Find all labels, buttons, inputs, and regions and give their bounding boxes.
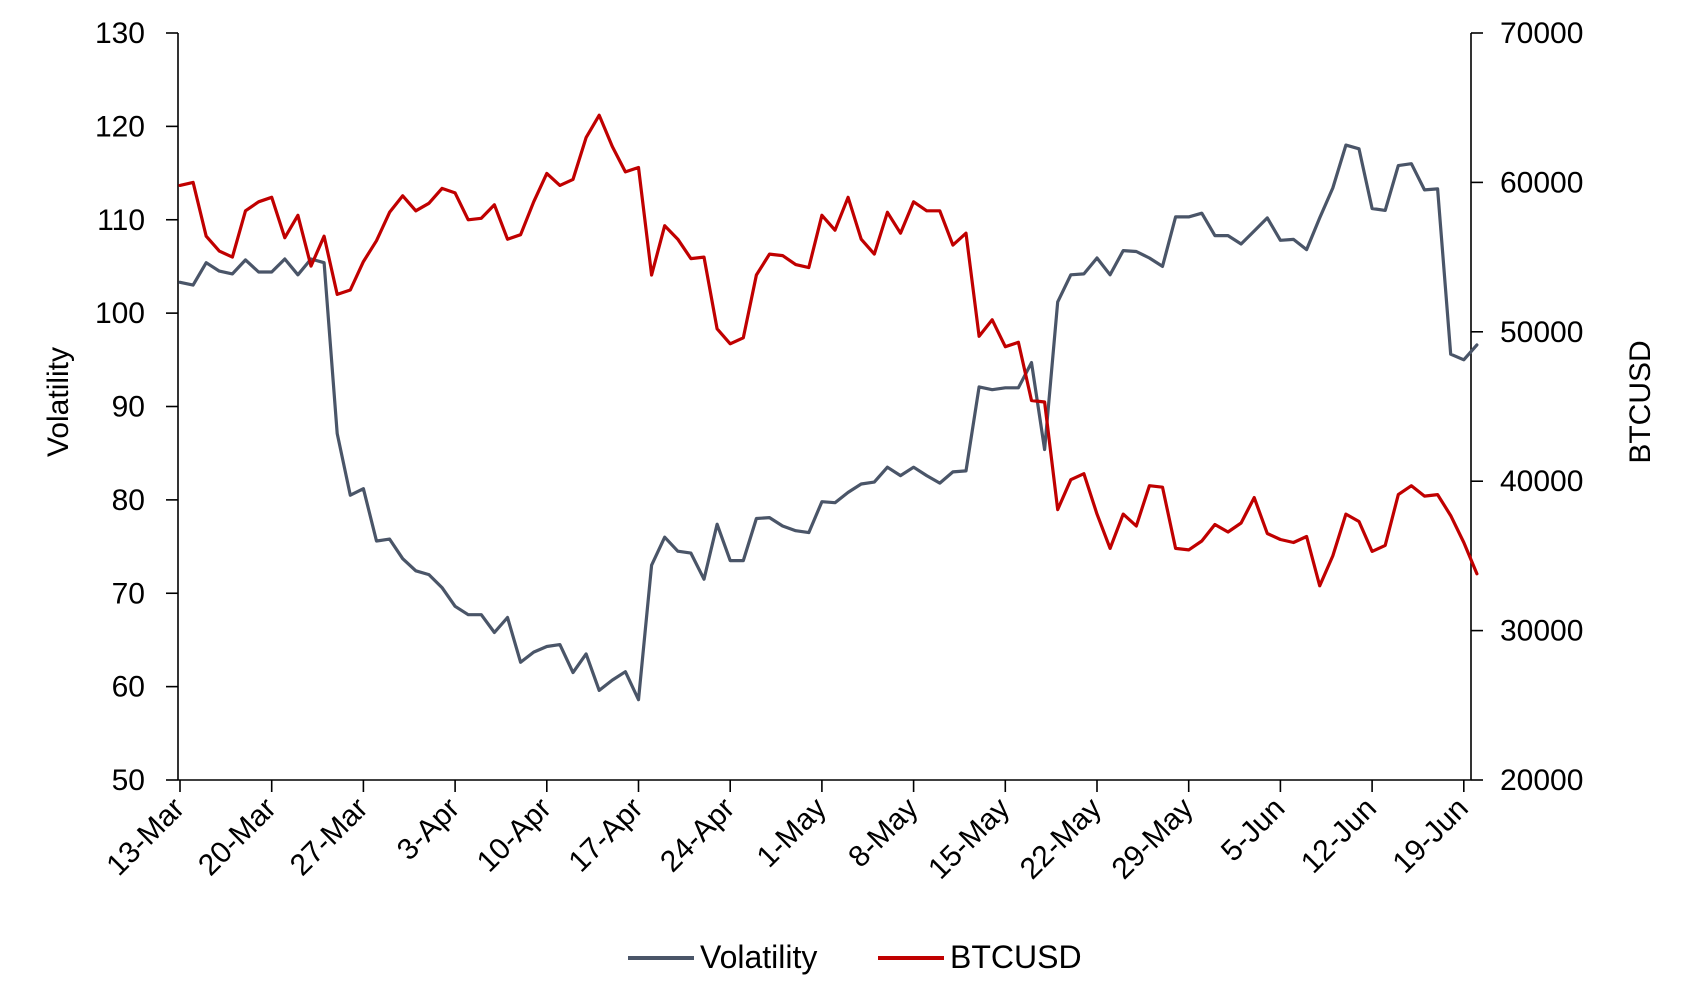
y-right-tick-label: 40000 bbox=[1500, 465, 1583, 498]
y-left-tick-label: 60 bbox=[112, 671, 145, 704]
x-tick-label: 24-Apr bbox=[654, 792, 741, 879]
y-right-tick-label: 30000 bbox=[1500, 615, 1583, 648]
y-right-tick-label: 50000 bbox=[1500, 316, 1583, 349]
y-left-tick-label: 130 bbox=[95, 17, 145, 50]
x-tick-label: 15-May bbox=[922, 792, 1016, 886]
y-right-tick-label: 20000 bbox=[1500, 764, 1583, 797]
x-tick-label: 8-May bbox=[842, 792, 924, 874]
x-tick-label: 5-Jun bbox=[1215, 792, 1291, 868]
y-axis-left-title: Volatility bbox=[42, 347, 75, 457]
x-tick-label: 19-Jun bbox=[1387, 792, 1475, 880]
y-left-tick-label: 120 bbox=[95, 110, 145, 143]
series-line-volatility bbox=[178, 143, 1479, 702]
x-tick-label: 10-Apr bbox=[471, 792, 558, 879]
x-tick-label: 3-Apr bbox=[391, 792, 466, 867]
x-tick-label: 17-Apr bbox=[562, 792, 649, 879]
x-tick-label: 12-Jun bbox=[1295, 792, 1383, 880]
legend-label-volatility: Volatility bbox=[700, 939, 817, 975]
y-left-tick-label: 90 bbox=[112, 391, 145, 424]
y-left-tick-label: 70 bbox=[112, 577, 145, 610]
right-axis-ticks: 20000 30000 40000 50000 60000 70000 bbox=[1471, 17, 1583, 797]
x-axis-ticks: 13-Mar 20-Mar 27-Mar 3-Apr 10-Apr 17-Apr 24-Ap… bbox=[100, 780, 1475, 886]
x-tick-label: 29-May bbox=[1106, 792, 1200, 886]
left-axis-ticks: 50 60 70 80 90 100 110 120 130 bbox=[95, 17, 178, 797]
series-line-btcusd bbox=[178, 113, 1479, 588]
y-left-tick-label: 100 bbox=[95, 297, 145, 330]
x-tick-label: 27-Mar bbox=[284, 792, 375, 883]
x-tick-label: 13-Mar bbox=[100, 792, 191, 883]
y-right-tick-label: 70000 bbox=[1500, 17, 1583, 50]
y-axis-right-title: BTCUSD bbox=[1624, 340, 1657, 463]
y-left-tick-label: 80 bbox=[112, 484, 145, 517]
y-left-tick-label: 110 bbox=[97, 204, 145, 237]
x-tick-label: 1-May bbox=[751, 792, 833, 874]
axes bbox=[177, 33, 1472, 781]
x-tick-label: 22-May bbox=[1014, 792, 1108, 886]
x-tick-label: 20-Mar bbox=[192, 792, 283, 883]
legend: Volatility BTCUSD bbox=[628, 939, 1082, 975]
y-left-tick-label: 50 bbox=[112, 764, 145, 797]
y-right-tick-label: 60000 bbox=[1500, 166, 1583, 199]
legend-label-btcusd: BTCUSD bbox=[950, 939, 1082, 975]
series-group bbox=[178, 113, 1479, 702]
